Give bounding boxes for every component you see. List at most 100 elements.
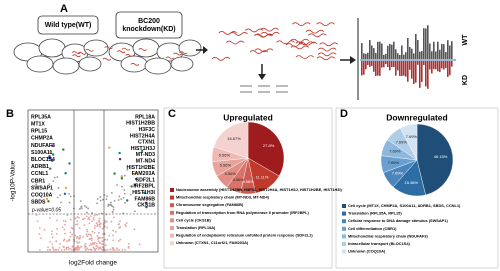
- gene-point: [122, 212, 124, 215]
- gene-label: H3F3C: [139, 127, 156, 133]
- gene-point: [99, 222, 102, 225]
- gene-point: [86, 228, 88, 231]
- rna-reads: [71, 22, 339, 93]
- legend-label: Cell cycle (MT1X, CHMP2A, S100A11, ADRB1…: [348, 203, 461, 208]
- gene-point: [116, 247, 118, 250]
- rna-read: [290, 38, 309, 43]
- gene-point: [80, 207, 83, 210]
- gene-point: [95, 222, 98, 225]
- pie-slice: [416, 123, 454, 196]
- gene-point: [78, 246, 81, 249]
- gene-point: [130, 185, 133, 188]
- legend-label: Chromosome segregation (FAM86B): [176, 202, 244, 207]
- track-bar: [429, 43, 431, 59]
- gene-label: S100A11: [31, 150, 52, 156]
- gene-point: [114, 230, 117, 233]
- gene-point: [84, 247, 86, 249]
- x-axis-label: log2Fold change: [69, 260, 117, 267]
- gene-point: [40, 237, 42, 240]
- track-bar: [371, 45, 373, 59]
- panel-label: C: [168, 108, 176, 120]
- gene-point: [112, 229, 115, 232]
- track-bar: [395, 49, 397, 59]
- gene-point: [96, 213, 98, 216]
- track-bar: [387, 45, 389, 59]
- rna-read: [218, 31, 238, 35]
- gene-point: [125, 225, 127, 228]
- gene-point: [67, 248, 70, 251]
- gene-point: [138, 243, 141, 246]
- slice-label: 7.69%: [406, 134, 418, 139]
- arrow: [350, 56, 356, 64]
- gene-point: [98, 224, 101, 227]
- gene-point: [118, 157, 122, 161]
- gene-point: [101, 249, 104, 251]
- slice-label: 5.56%: [233, 177, 245, 182]
- gene-point: [98, 217, 101, 220]
- track-bar: [389, 43, 391, 59]
- gene-point: [54, 249, 57, 251]
- gene-label: HIST1H3J: [131, 146, 155, 152]
- gene-point: [91, 230, 94, 233]
- gene-point: [71, 249, 73, 251]
- gene-point: [134, 177, 138, 181]
- rna-read: [260, 31, 280, 36]
- gene-point: [80, 205, 83, 208]
- rna-read: [71, 51, 81, 55]
- track-bar: [417, 40, 419, 59]
- gene-point: [85, 233, 88, 236]
- gene-label: HIST1H2BE: [126, 165, 155, 171]
- gene-point: [81, 218, 84, 221]
- gene-point: [53, 176, 56, 179]
- gene-point: [47, 246, 49, 249]
- track-bar: [411, 48, 413, 59]
- track-bar: [363, 53, 365, 59]
- gene-point: [112, 206, 115, 208]
- slice-label: 5.56%: [220, 162, 232, 167]
- gene-point: [134, 210, 136, 213]
- legend-swatch: [170, 226, 174, 230]
- track-bar: [379, 41, 381, 59]
- legend-swatch: [170, 218, 174, 223]
- rna-read: [121, 47, 131, 51]
- track-bar: [397, 53, 399, 59]
- group-box: [37, 15, 99, 35]
- gene-label: IRF2BPL: [133, 184, 155, 190]
- gene-point: [62, 239, 65, 242]
- gene-label: MT-ND4: [136, 158, 155, 164]
- gene-point: [92, 218, 95, 221]
- gene-point: [77, 248, 80, 251]
- rna-read: [317, 47, 337, 52]
- gene-point: [87, 218, 90, 220]
- plot-frame: [27, 109, 159, 253]
- gene-point: [93, 227, 96, 230]
- gene-label: COQ10A: [31, 192, 53, 198]
- group-box: [115, 11, 183, 39]
- gene-point: [95, 244, 98, 247]
- gene-point: [117, 223, 120, 226]
- gene-point: [88, 222, 91, 225]
- rna-read: [72, 54, 81, 58]
- gene-point: [66, 240, 68, 243]
- gene-point: [47, 156, 50, 160]
- gene-label: CKS1B: [137, 203, 155, 209]
- gene-point: [83, 244, 86, 247]
- track-bar: [405, 52, 407, 59]
- legend-swatch: [342, 226, 346, 231]
- track-bar: [439, 61, 441, 73]
- gene-point: [76, 235, 79, 238]
- pie-slice: [213, 121, 249, 159]
- gene-point: [76, 242, 79, 244]
- track-label: KD: [462, 75, 469, 85]
- legend-swatch: [170, 241, 174, 246]
- gene-point: [98, 241, 101, 244]
- rna-read: [307, 33, 327, 38]
- gene-point: [61, 226, 64, 229]
- gene-point: [63, 249, 66, 251]
- track-bar: [447, 61, 449, 77]
- legend-swatch: [170, 203, 174, 208]
- pie-slice: [400, 123, 418, 161]
- rna-read: [316, 22, 335, 27]
- gene-point: [113, 200, 116, 202]
